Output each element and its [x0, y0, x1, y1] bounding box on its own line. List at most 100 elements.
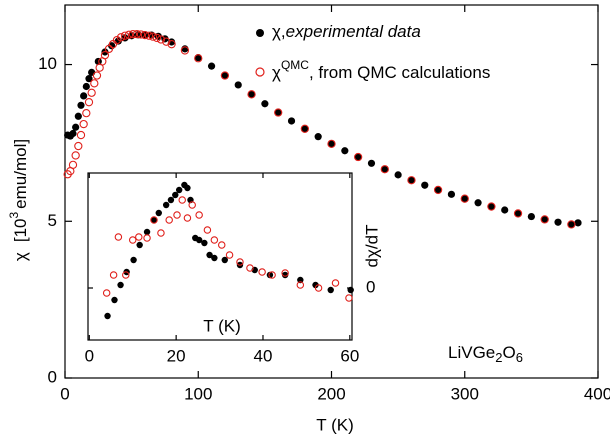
data-point	[194, 54, 202, 62]
data-point	[567, 220, 575, 229]
data-point	[167, 196, 175, 204]
data-point	[210, 236, 219, 244]
data-point	[341, 147, 349, 155]
legend-label: χ,experimental data	[272, 22, 421, 41]
data-point	[111, 296, 118, 304]
data-point	[514, 209, 522, 218]
x-tick-label: 200	[317, 384, 345, 403]
data-point	[314, 284, 323, 292]
x-tick-label: 300	[451, 384, 479, 403]
data-point	[220, 71, 230, 80]
data-point	[173, 211, 181, 219]
x-axis-label: T (K)	[316, 415, 353, 434]
data-point	[184, 184, 191, 192]
legend-text: experimental data	[286, 22, 421, 41]
data-point	[120, 31, 130, 40]
legend-text: χ	[272, 63, 281, 82]
data-point	[84, 98, 94, 107]
y-label-exponent: 3	[7, 212, 21, 219]
data-point	[225, 251, 234, 259]
data-point	[162, 37, 171, 46]
data-point	[148, 32, 158, 41]
data-point	[221, 256, 228, 264]
data-point	[474, 199, 482, 207]
data-point	[221, 71, 229, 80]
data-point	[345, 294, 353, 302]
data-point	[135, 233, 143, 241]
data-point	[247, 90, 256, 99]
y-tick-label: 10	[38, 54, 57, 73]
y-label-unit: emu/mol]	[11, 139, 30, 209]
legend-marker	[256, 29, 264, 37]
data-point	[407, 176, 416, 185]
inset-y-label: dχ/dT	[362, 225, 381, 268]
annotation: LiVGe2O6	[448, 343, 523, 365]
data-point	[407, 176, 416, 184]
data-point	[541, 215, 549, 223]
data-point	[353, 152, 363, 162]
data-point	[433, 185, 443, 195]
data-point	[162, 201, 170, 209]
x-tick-label: 60	[340, 346, 359, 365]
data-point	[312, 281, 319, 289]
data-point	[100, 51, 110, 60]
data-point	[136, 30, 146, 39]
x-tick-label: 40	[254, 346, 273, 365]
data-point	[194, 54, 203, 63]
data-point	[540, 215, 549, 224]
data-point	[117, 281, 124, 289]
data-point	[68, 160, 78, 170]
data-point	[314, 133, 322, 141]
data-point	[155, 209, 162, 217]
data-point	[175, 186, 183, 194]
data-point	[90, 79, 99, 88]
data-point	[347, 286, 354, 294]
data-point	[136, 241, 143, 249]
data-point	[71, 151, 80, 160]
data-point	[116, 33, 126, 42]
data-point	[354, 153, 362, 161]
data-point	[128, 236, 137, 244]
x-tick-label: 400	[584, 384, 610, 403]
data-point	[487, 202, 496, 211]
data-point	[487, 202, 495, 211]
data-point	[434, 186, 442, 194]
legend: χ,experimental data χQMC, from QMC calcu…	[255, 22, 490, 82]
data-point	[130, 256, 137, 264]
data-point	[297, 276, 304, 284]
data-point	[69, 129, 77, 138]
x-tick-label: 0	[85, 346, 94, 365]
data-point	[109, 271, 118, 279]
data-point	[92, 71, 102, 80]
x-tick-label: 0	[60, 384, 69, 403]
annotation-text: O	[502, 343, 515, 362]
legend-text: , from QMC calculations	[309, 63, 490, 82]
data-point	[236, 258, 244, 266]
data-point	[128, 30, 138, 39]
data-point	[331, 279, 340, 287]
data-point	[460, 194, 469, 203]
data-point	[301, 125, 309, 133]
data-point	[266, 271, 274, 279]
data-point	[88, 68, 96, 76]
data-point	[367, 159, 376, 167]
data-point	[296, 281, 305, 289]
y-tick-label: 5	[48, 211, 57, 230]
data-point	[144, 31, 154, 40]
data-point	[327, 286, 334, 294]
data-point	[327, 140, 336, 148]
data-point	[206, 251, 213, 259]
data-point	[82, 82, 90, 91]
data-point	[80, 92, 88, 100]
data-point	[195, 236, 203, 244]
data-point	[172, 191, 179, 199]
legend-marker	[255, 67, 265, 77]
data-point	[461, 195, 469, 203]
data-point	[156, 35, 166, 44]
data-point	[76, 130, 86, 140]
data-point	[150, 216, 158, 224]
data-point	[421, 181, 429, 189]
legend-label: χQMC, from QMC calculations	[272, 58, 490, 82]
data-point	[246, 264, 254, 272]
y-tick-label: 0	[48, 367, 57, 386]
